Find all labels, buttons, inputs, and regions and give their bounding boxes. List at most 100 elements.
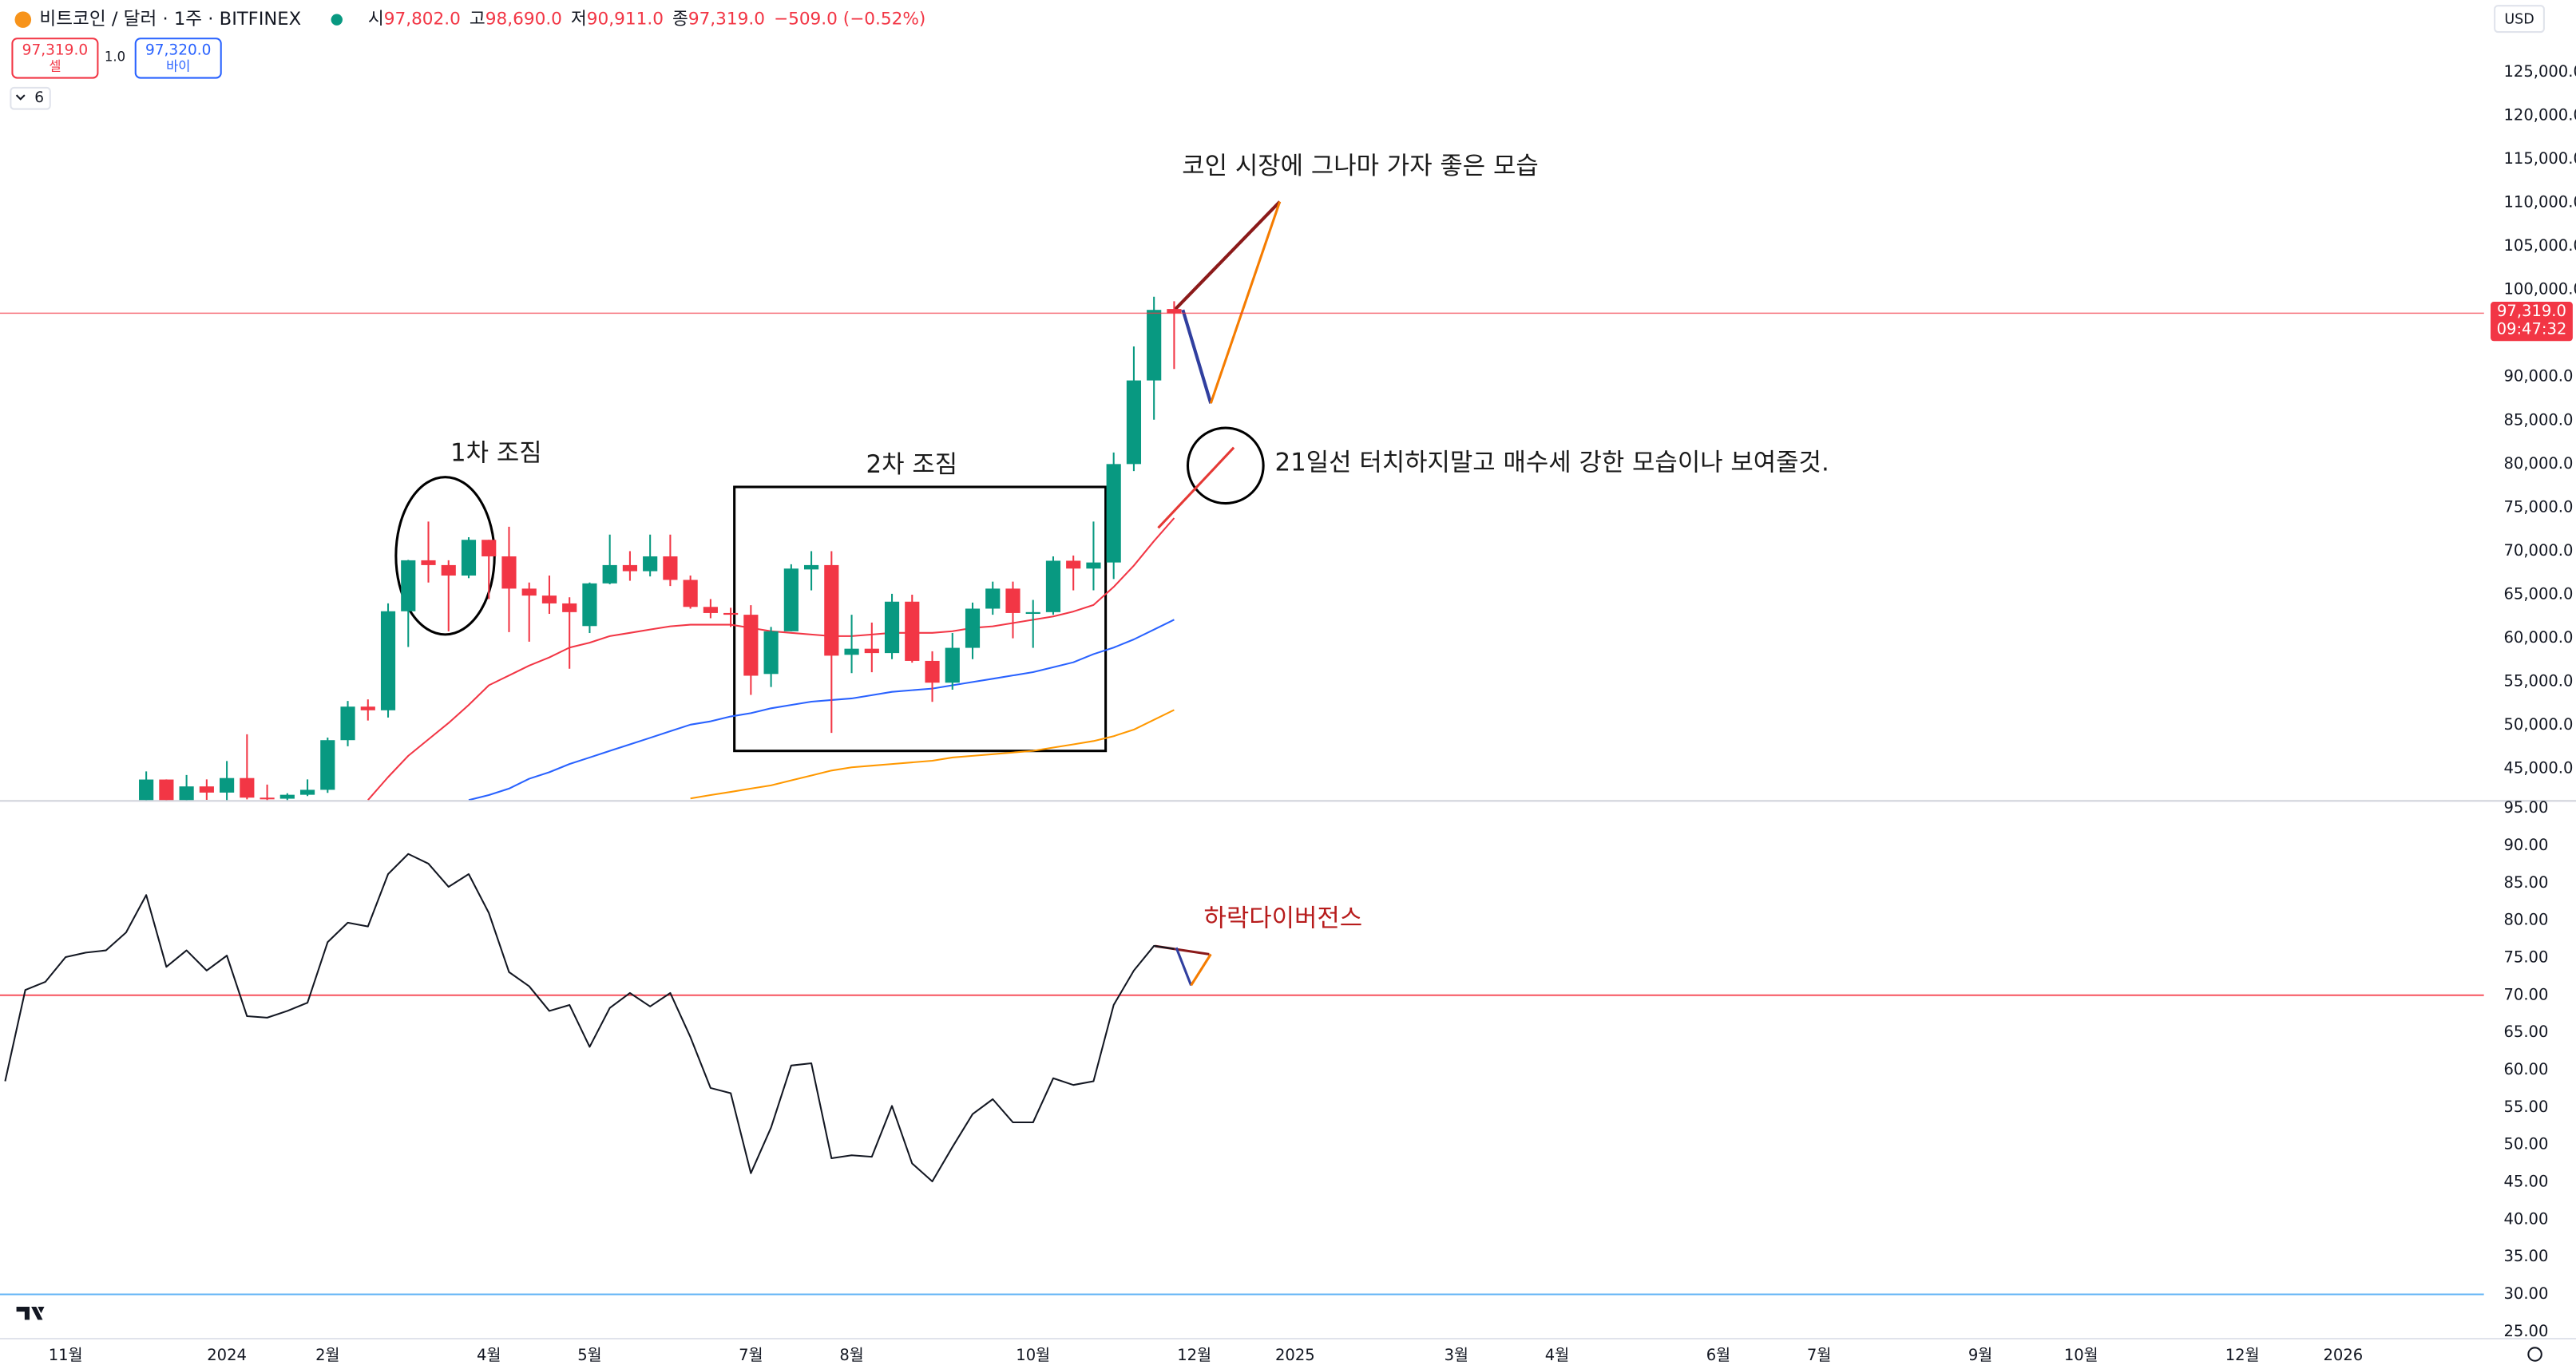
- candle-body: [965, 608, 981, 648]
- candle-body: [824, 564, 839, 656]
- x-tick-label: 10월: [1016, 1346, 1050, 1364]
- candle-body: [1005, 588, 1020, 613]
- candle-body: [663, 556, 678, 580]
- y-tick-label: 80,000.0: [2503, 454, 2573, 473]
- buy-button[interactable]: [134, 38, 222, 79]
- line-series: [468, 619, 1175, 801]
- y-tick-label: 70,000.0: [2503, 541, 2573, 560]
- y-tick-label: 35.00: [2503, 1247, 2548, 1265]
- y-tick-label: 70.00: [2503, 985, 2548, 1003]
- candle-body: [179, 786, 194, 801]
- candle-body: [683, 580, 698, 607]
- x-tick-label: 2025: [1275, 1346, 1315, 1364]
- y-tick-label: 50.00: [2503, 1135, 2548, 1153]
- y-tick-label: 105,000.0: [2503, 236, 2576, 255]
- y-tick-label: 85,000.0: [2503, 410, 2573, 429]
- candle-body: [482, 540, 497, 557]
- x-tick-label: 2026: [2324, 1346, 2364, 1364]
- settings-icon[interactable]: [2527, 1347, 2542, 1362]
- x-tick-label: 3월: [1445, 1346, 1468, 1364]
- y-tick-label: 115,000.0: [2503, 149, 2576, 168]
- line-series: [4, 853, 1175, 1183]
- trend-line[interactable]: [1175, 947, 1193, 986]
- trend-line[interactable]: [1173, 200, 1282, 311]
- y-tick-label: 55,000.0: [2503, 672, 2573, 690]
- close-label: 종: [672, 10, 688, 30]
- quantity: 1.0: [105, 49, 125, 64]
- logo[interactable]: [16, 1306, 45, 1320]
- candle-body: [743, 615, 759, 676]
- y-tick-label: 110,000.0: [2503, 193, 2576, 212]
- candle-body: [220, 777, 235, 793]
- sell-button[interactable]: [11, 38, 99, 79]
- plot-area: [139, 296, 1182, 801]
- y-tick-label: 60,000.0: [2503, 628, 2573, 647]
- candle-body: [884, 601, 900, 654]
- high-label: 고: [470, 10, 485, 30]
- candle-body: [1106, 464, 1121, 563]
- candle-body: [844, 648, 859, 655]
- y-tick-label: 45,000.0: [2503, 759, 2573, 777]
- y-tick-label: 30.00: [2503, 1284, 2548, 1303]
- circle-drawing[interactable]: [1186, 426, 1265, 505]
- candle-body: [905, 601, 920, 661]
- candle-body: [240, 777, 255, 798]
- indicator-toggle[interactable]: [10, 86, 51, 110]
- x-tick-label: 7월: [739, 1346, 763, 1364]
- x-tick-label: 7월: [1807, 1346, 1831, 1364]
- trend-line[interactable]: [1190, 953, 1212, 987]
- candle-body: [925, 660, 940, 683]
- y-tick-label: 120,000.0: [2503, 105, 2576, 124]
- annotation: 2차 조짐: [866, 450, 958, 479]
- box-drawing[interactable]: [733, 485, 1108, 753]
- annotation: 하락다이버전스: [1203, 904, 1362, 933]
- trend-line[interactable]: [1181, 309, 1213, 404]
- x-tick-label: 11월: [49, 1346, 83, 1364]
- last-price-label: 97,319.0: [2497, 302, 2566, 320]
- candle-body: [401, 560, 416, 611]
- y-tick-label: 80.00: [2503, 911, 2548, 929]
- y-tick-label: 65,000.0: [2503, 585, 2573, 603]
- candle-body: [622, 564, 637, 572]
- sell-price: 97,319.0: [22, 42, 88, 59]
- candle-body: [199, 786, 214, 793]
- trend-line[interactable]: [1157, 446, 1235, 529]
- candle-body: [299, 789, 315, 795]
- y-tick-label: 100,000.0: [2503, 280, 2576, 299]
- y-tick-label: 60.00: [2503, 1060, 2548, 1078]
- symbol-title[interactable]: 비트코인 / 달러 · 1주 · BITFINEX: [39, 9, 301, 30]
- x-tick-label: 5월: [577, 1346, 601, 1364]
- trend-line[interactable]: [1209, 201, 1282, 404]
- x-tick-label: 4월: [477, 1346, 501, 1364]
- line-series: [690, 709, 1175, 800]
- candle-body: [441, 564, 456, 576]
- x-tick-label: 12월: [1177, 1346, 1211, 1364]
- close-value: 97,319.0: [688, 10, 765, 30]
- candle-body: [703, 607, 718, 613]
- candle-body: [461, 540, 477, 576]
- candle-body: [1066, 560, 1081, 569]
- candle-body: [139, 779, 154, 801]
- candle-body: [380, 611, 396, 710]
- candle-body: [945, 647, 960, 683]
- x-tick-label: 6월: [1706, 1346, 1730, 1364]
- candle-body: [1167, 309, 1182, 314]
- y-tick-label: 65.00: [2503, 1023, 2548, 1041]
- y-tick-label: 125,000.0: [2503, 62, 2576, 81]
- currency-button[interactable]: [2494, 5, 2545, 34]
- market-status[interactable]: [331, 14, 343, 26]
- last-price-box: [2491, 301, 2573, 342]
- high-value: 98,690.0: [485, 10, 562, 30]
- chevron-icon: [15, 94, 26, 101]
- candle-body: [1025, 611, 1040, 615]
- y-tick-label: 55.00: [2503, 1098, 2548, 1116]
- candle-body: [723, 612, 739, 615]
- candle-body: [1147, 310, 1162, 381]
- plot-area: [0, 853, 2484, 1296]
- open-value: 97,802.0: [384, 10, 461, 30]
- candle-body: [602, 564, 617, 584]
- candle-body: [985, 588, 1001, 609]
- annotation: 21일선 터치하지말고 매수세 강한 모습이나 보여줄것.: [1275, 449, 1829, 477]
- ohlc-legend: 시97,802.0 고98,690.0 저90,911.0 종97,319.0 …: [368, 10, 925, 30]
